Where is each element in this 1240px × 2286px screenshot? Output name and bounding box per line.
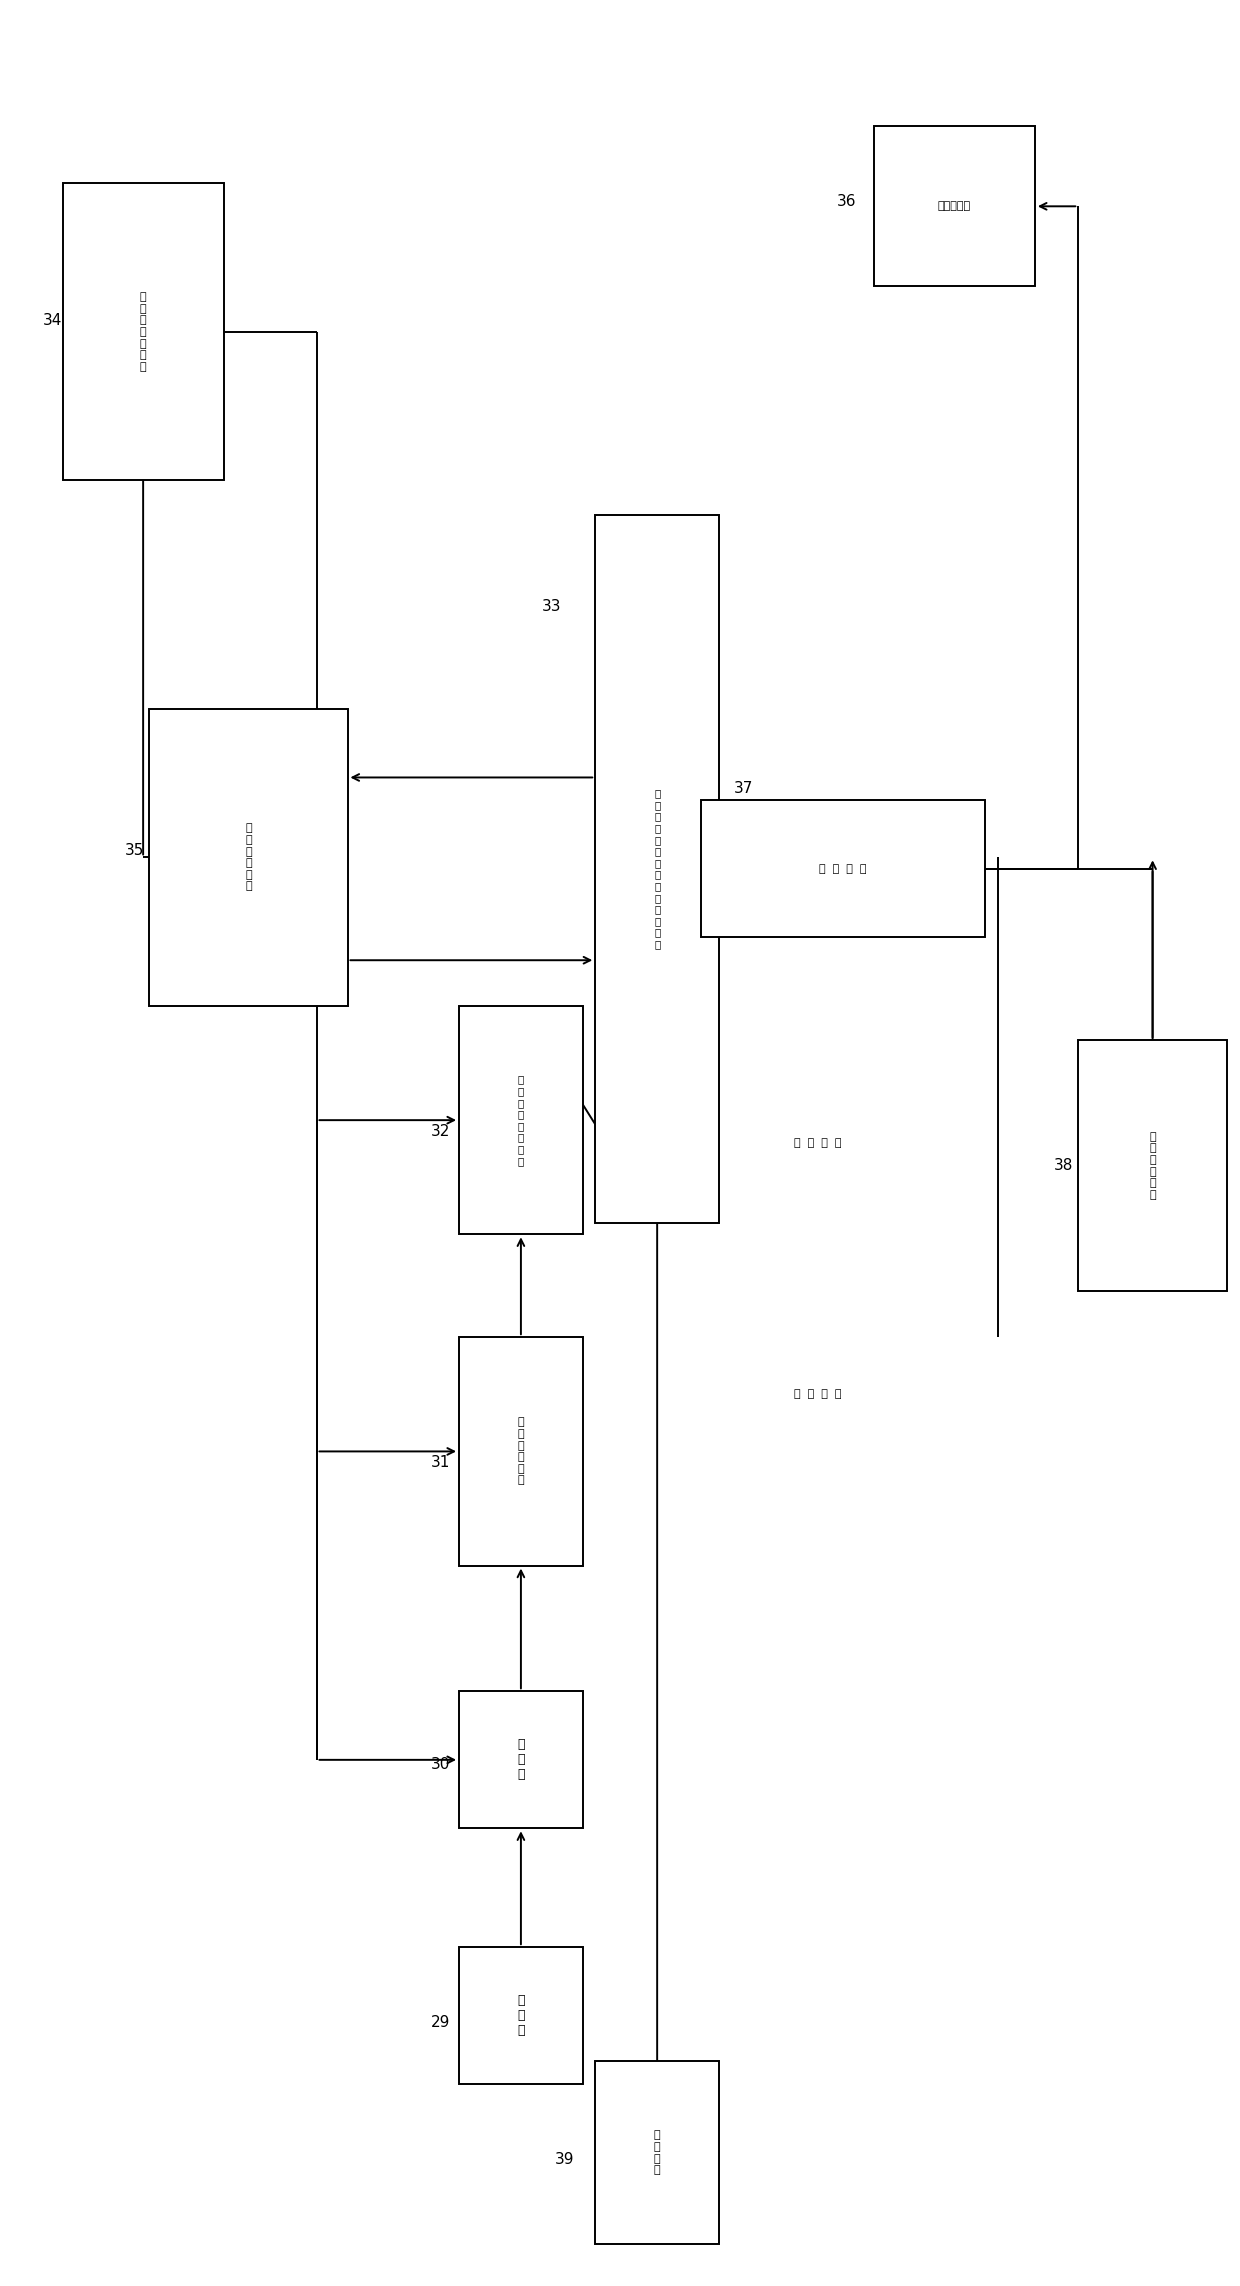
Text: 散  料  利  废: 散 料 利 废 — [795, 1138, 842, 1148]
Text: 39: 39 — [554, 2151, 574, 2167]
Text: 31: 31 — [430, 1456, 450, 1470]
Bar — [701, 800, 986, 937]
Text: 污
水
处
理
系
统: 污 水 处 理 系 统 — [1149, 1132, 1156, 1200]
Bar — [63, 183, 223, 480]
Text: 环
卫
车: 环 卫 车 — [517, 1993, 525, 2037]
Text: 34: 34 — [43, 313, 62, 327]
Bar — [459, 1692, 583, 1829]
Text: 摆
臂
式
粉
碎
分
离
机: 摆 臂 式 粉 碎 分 离 机 — [518, 1074, 525, 1166]
Text: 32: 32 — [430, 1125, 450, 1138]
Bar — [459, 1006, 583, 1234]
Bar — [595, 2062, 719, 2245]
Bar — [874, 126, 1035, 286]
Text: 35: 35 — [125, 844, 144, 857]
Text: 37: 37 — [734, 782, 754, 796]
Text: 脱  水  出  口: 脱 水 出 口 — [820, 864, 867, 873]
Text: 散  料  回  收: 散 料 回 收 — [795, 1390, 842, 1399]
Text: 破
袋
机: 破 袋 机 — [517, 1737, 525, 1781]
Text: 气
体
储
环
系
统: 气 体 储 环 系 统 — [246, 823, 252, 892]
Bar — [595, 514, 719, 1223]
Text: 摆
袋
式
磁
选
机: 摆 袋 式 磁 选 机 — [517, 1417, 525, 1486]
Bar — [459, 1948, 583, 2085]
Text: 中矿化处理: 中矿化处理 — [937, 201, 971, 210]
Text: 36: 36 — [837, 194, 857, 210]
Text: 29: 29 — [430, 2014, 450, 2030]
Text: 33: 33 — [542, 599, 562, 613]
Text: 成
品
销
量: 成 品 销 量 — [653, 2131, 661, 2176]
Text: 城
市
垃
圾
连
续
高
温
缺
氧
炭
化
装
置: 城 市 垃 圾 连 续 高 温 缺 氧 炭 化 装 置 — [653, 789, 660, 949]
Bar — [149, 709, 347, 1006]
Text: 38: 38 — [1054, 1159, 1073, 1173]
Bar — [459, 1337, 583, 1566]
Text: 30: 30 — [430, 1758, 450, 1772]
Text: 生
物
质
装
置
驱
动: 生 物 质 装 置 驱 动 — [140, 293, 146, 373]
Bar — [1079, 1040, 1226, 1292]
